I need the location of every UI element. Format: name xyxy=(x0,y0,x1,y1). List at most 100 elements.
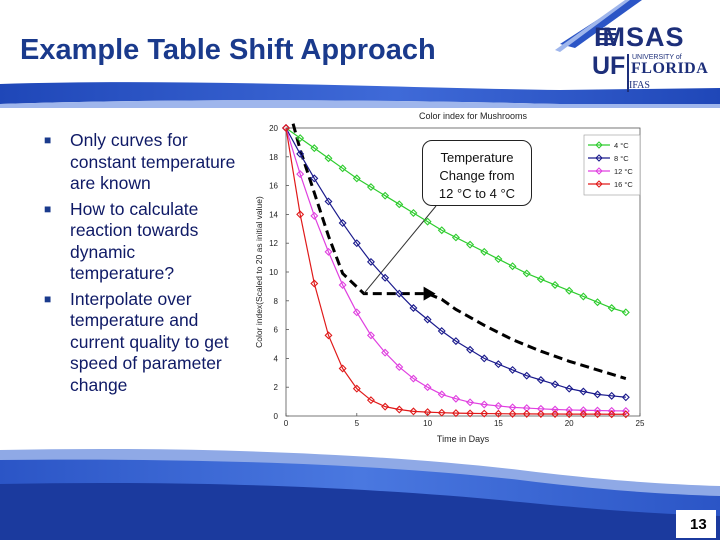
data-point xyxy=(409,374,418,383)
data-point xyxy=(352,174,361,183)
y-tick-label: 12 xyxy=(269,239,278,248)
data-point xyxy=(508,262,517,271)
data-point xyxy=(366,257,375,266)
y-tick-label: 16 xyxy=(269,182,278,191)
callout-line: Temperature xyxy=(440,150,514,165)
data-point xyxy=(607,410,616,419)
bullet-text: How to calculate reaction towards dynami… xyxy=(70,198,199,284)
legend-marker xyxy=(595,141,603,149)
data-point xyxy=(395,363,404,372)
data-point xyxy=(352,239,361,248)
data-point xyxy=(579,292,588,301)
data-point xyxy=(395,405,404,414)
data-point xyxy=(508,409,517,418)
callout-line: Change from xyxy=(439,168,515,183)
data-point xyxy=(381,402,390,411)
legend-label: 8 °C xyxy=(614,154,629,163)
color-index-chart: Color index for Mushrooms Time in Days Col… xyxy=(254,111,645,444)
data-point xyxy=(296,149,305,158)
data-point xyxy=(508,365,517,374)
data-point xyxy=(423,383,432,392)
data-point xyxy=(480,400,489,409)
x-tick-label: 10 xyxy=(423,419,432,428)
series-line xyxy=(285,127,627,313)
y-tick-label: 6 xyxy=(274,326,279,335)
series-line xyxy=(285,127,626,412)
data-point xyxy=(466,398,475,407)
data-point xyxy=(565,405,574,414)
bullet-item: ■ Interpolate over temperature and curren… xyxy=(44,289,244,397)
data-point xyxy=(593,298,602,307)
data-point xyxy=(409,407,418,416)
data-point xyxy=(494,255,503,264)
legend-label: 4 °C xyxy=(614,141,629,150)
data-point xyxy=(621,308,630,317)
data-point xyxy=(395,200,404,209)
data-point xyxy=(437,226,446,235)
data-point xyxy=(565,410,574,419)
data-point xyxy=(381,191,390,200)
data-point xyxy=(338,164,347,173)
y-tick-label: 14 xyxy=(269,210,278,219)
footer-swoosh xyxy=(0,448,720,540)
header-swoosh xyxy=(0,0,720,108)
data-point xyxy=(536,275,545,284)
data-point xyxy=(494,401,503,410)
data-point xyxy=(621,393,630,402)
series-line xyxy=(285,127,626,415)
x-tick-label: 15 xyxy=(494,419,503,428)
data-point xyxy=(536,404,545,413)
x-tick-label: 20 xyxy=(565,419,574,428)
data-point xyxy=(437,390,446,399)
bullet-item: ■ How to calculate reaction towards dynam… xyxy=(44,199,244,285)
square-bullet-icon: ■ xyxy=(44,201,52,216)
data-point xyxy=(593,410,602,419)
uf-logo-ifas: IFAS xyxy=(629,80,650,91)
shift-path-line xyxy=(291,123,627,380)
data-point xyxy=(480,354,489,363)
data-point xyxy=(551,380,560,389)
y-tick-label: 8 xyxy=(274,297,279,306)
data-point xyxy=(409,304,418,312)
temperature-change-callout: Temperature Change from 12 °C to 4 °C xyxy=(422,140,532,206)
uf-logo-university: UNIVERSITY of xyxy=(632,54,682,61)
data-point xyxy=(579,410,588,419)
data-point xyxy=(324,154,333,163)
data-point xyxy=(338,219,347,228)
legend-label: 12 °C xyxy=(614,167,633,176)
data-point xyxy=(607,391,616,400)
data-point xyxy=(494,409,503,418)
chart-title: Color index for Mushrooms xyxy=(419,111,528,121)
y-tick-label: 0 xyxy=(274,412,279,421)
data-point xyxy=(437,408,446,417)
data-point xyxy=(310,211,319,220)
x-tick-label: 0 xyxy=(284,419,289,428)
y-tick-label: 4 xyxy=(274,354,279,363)
legend-marker xyxy=(595,154,603,162)
data-point xyxy=(466,345,475,354)
data-point xyxy=(381,273,390,282)
legend-label: 16 °C xyxy=(614,180,633,189)
square-bullet-icon: ■ xyxy=(44,291,52,306)
data-point xyxy=(593,390,602,399)
callout-pointer xyxy=(363,205,437,294)
data-point xyxy=(437,327,446,336)
data-point xyxy=(423,408,432,417)
x-tick-label: 25 xyxy=(636,419,645,428)
data-point xyxy=(451,394,460,403)
data-point xyxy=(466,240,475,249)
data-point xyxy=(551,405,560,414)
data-point xyxy=(366,396,375,405)
data-point xyxy=(607,304,616,312)
uf-logo-mark: UF xyxy=(592,52,626,80)
data-point xyxy=(395,289,404,298)
y-tick-label: 18 xyxy=(269,153,278,162)
data-point xyxy=(621,410,630,419)
data-point xyxy=(324,331,333,340)
data-point xyxy=(352,308,361,317)
data-point xyxy=(296,170,305,179)
data-point xyxy=(338,280,347,289)
data-point xyxy=(565,286,574,295)
data-point xyxy=(409,208,418,217)
